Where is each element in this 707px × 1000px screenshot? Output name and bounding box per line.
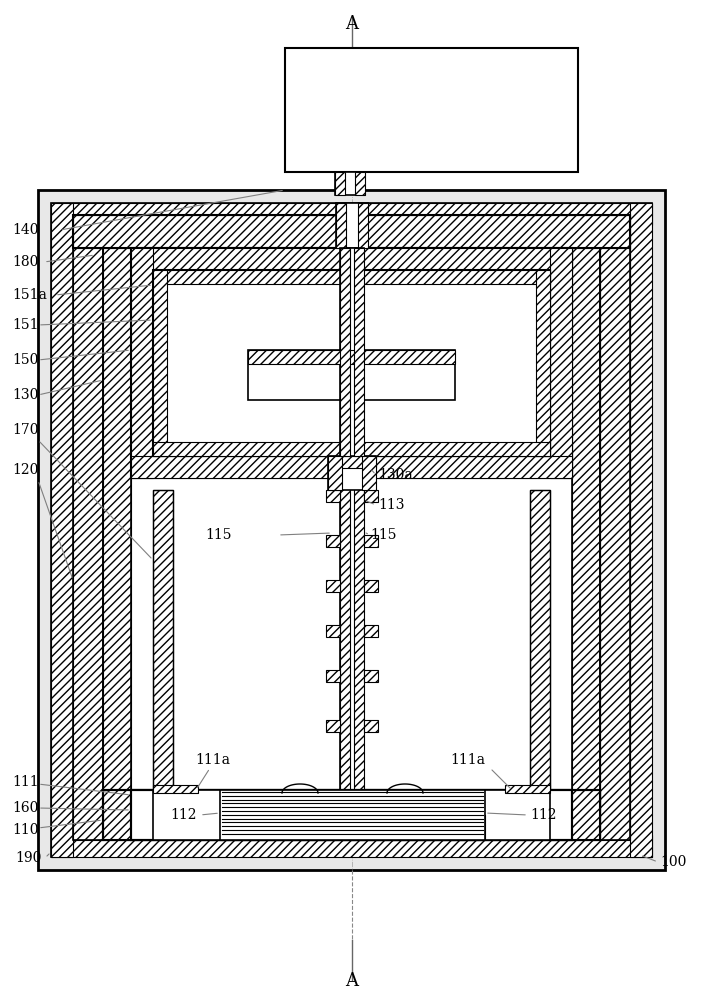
Bar	[248, 350, 455, 400]
Bar	[355, 172, 365, 195]
Text: 151a: 151a	[12, 288, 47, 302]
Text: 112: 112	[170, 808, 197, 822]
Text: A: A	[346, 972, 358, 990]
Bar	[354, 248, 364, 456]
Bar	[335, 172, 365, 195]
Bar	[600, 248, 630, 840]
Bar	[51, 203, 73, 857]
Bar	[153, 490, 173, 790]
Text: 111: 111	[12, 775, 39, 789]
Bar	[536, 270, 550, 456]
Text: 170: 170	[12, 423, 38, 437]
Bar	[364, 580, 378, 592]
Bar	[326, 720, 340, 732]
Bar	[51, 203, 652, 857]
Bar	[131, 248, 153, 478]
Bar	[326, 580, 340, 592]
Bar	[630, 203, 652, 857]
Text: 115: 115	[370, 528, 397, 542]
Bar	[153, 442, 550, 456]
Bar	[358, 203, 368, 248]
Text: 130a: 130a	[378, 468, 413, 482]
Bar	[153, 270, 167, 456]
Bar	[220, 815, 485, 840]
Bar	[364, 720, 378, 732]
Bar	[51, 835, 652, 857]
Text: 140: 140	[12, 223, 38, 237]
Bar	[103, 248, 131, 810]
Bar	[530, 490, 550, 790]
Bar	[73, 215, 630, 248]
Text: 113: 113	[378, 498, 404, 512]
Bar	[326, 535, 340, 547]
Bar	[153, 270, 550, 456]
Bar	[73, 215, 630, 248]
Text: 160: 160	[12, 801, 38, 815]
Text: 150: 150	[12, 353, 38, 367]
Bar	[335, 172, 345, 195]
Bar	[153, 270, 550, 284]
Text: 190: 190	[15, 851, 42, 865]
Bar	[328, 456, 342, 490]
Text: 115: 115	[206, 528, 232, 542]
Bar	[340, 248, 350, 456]
Text: 111a: 111a	[195, 753, 230, 767]
Bar	[600, 248, 630, 840]
Bar	[153, 490, 173, 790]
Bar	[73, 248, 103, 840]
Bar	[131, 790, 572, 840]
Bar	[131, 248, 572, 478]
Bar	[103, 790, 600, 840]
Bar	[362, 456, 376, 490]
Text: 110: 110	[12, 823, 38, 837]
Bar	[51, 203, 652, 225]
Bar	[38, 190, 665, 870]
Bar	[572, 248, 600, 810]
Bar	[131, 790, 572, 840]
Bar	[572, 248, 600, 810]
Bar	[328, 456, 376, 490]
Bar	[103, 248, 131, 810]
Bar	[326, 625, 340, 637]
Bar	[340, 248, 364, 456]
Bar	[103, 790, 600, 840]
Bar	[131, 248, 572, 270]
Bar	[364, 625, 378, 637]
Bar	[336, 203, 346, 248]
Text: 151: 151	[12, 318, 38, 332]
Bar	[336, 203, 368, 248]
Text: 130: 130	[12, 388, 38, 402]
Bar	[73, 248, 103, 840]
Bar	[328, 456, 376, 468]
Bar	[220, 790, 485, 840]
Bar	[285, 48, 578, 172]
Bar	[530, 490, 550, 790]
Bar	[364, 535, 378, 547]
Bar	[248, 350, 455, 364]
Text: A: A	[346, 15, 358, 33]
Bar	[131, 456, 572, 478]
Bar	[340, 456, 350, 790]
Bar	[364, 670, 378, 682]
Bar	[505, 785, 550, 793]
Bar	[354, 456, 364, 790]
Text: 180: 180	[12, 255, 38, 269]
Bar	[364, 490, 378, 502]
Bar	[326, 490, 340, 502]
Bar	[326, 670, 340, 682]
Text: 100: 100	[660, 855, 686, 869]
Text: 111a: 111a	[450, 753, 485, 767]
Bar	[550, 248, 572, 478]
Text: 112: 112	[530, 808, 556, 822]
Bar	[153, 785, 198, 793]
Text: 120: 120	[12, 463, 38, 477]
Bar	[103, 790, 600, 840]
Bar	[153, 790, 550, 840]
Bar	[340, 456, 364, 790]
